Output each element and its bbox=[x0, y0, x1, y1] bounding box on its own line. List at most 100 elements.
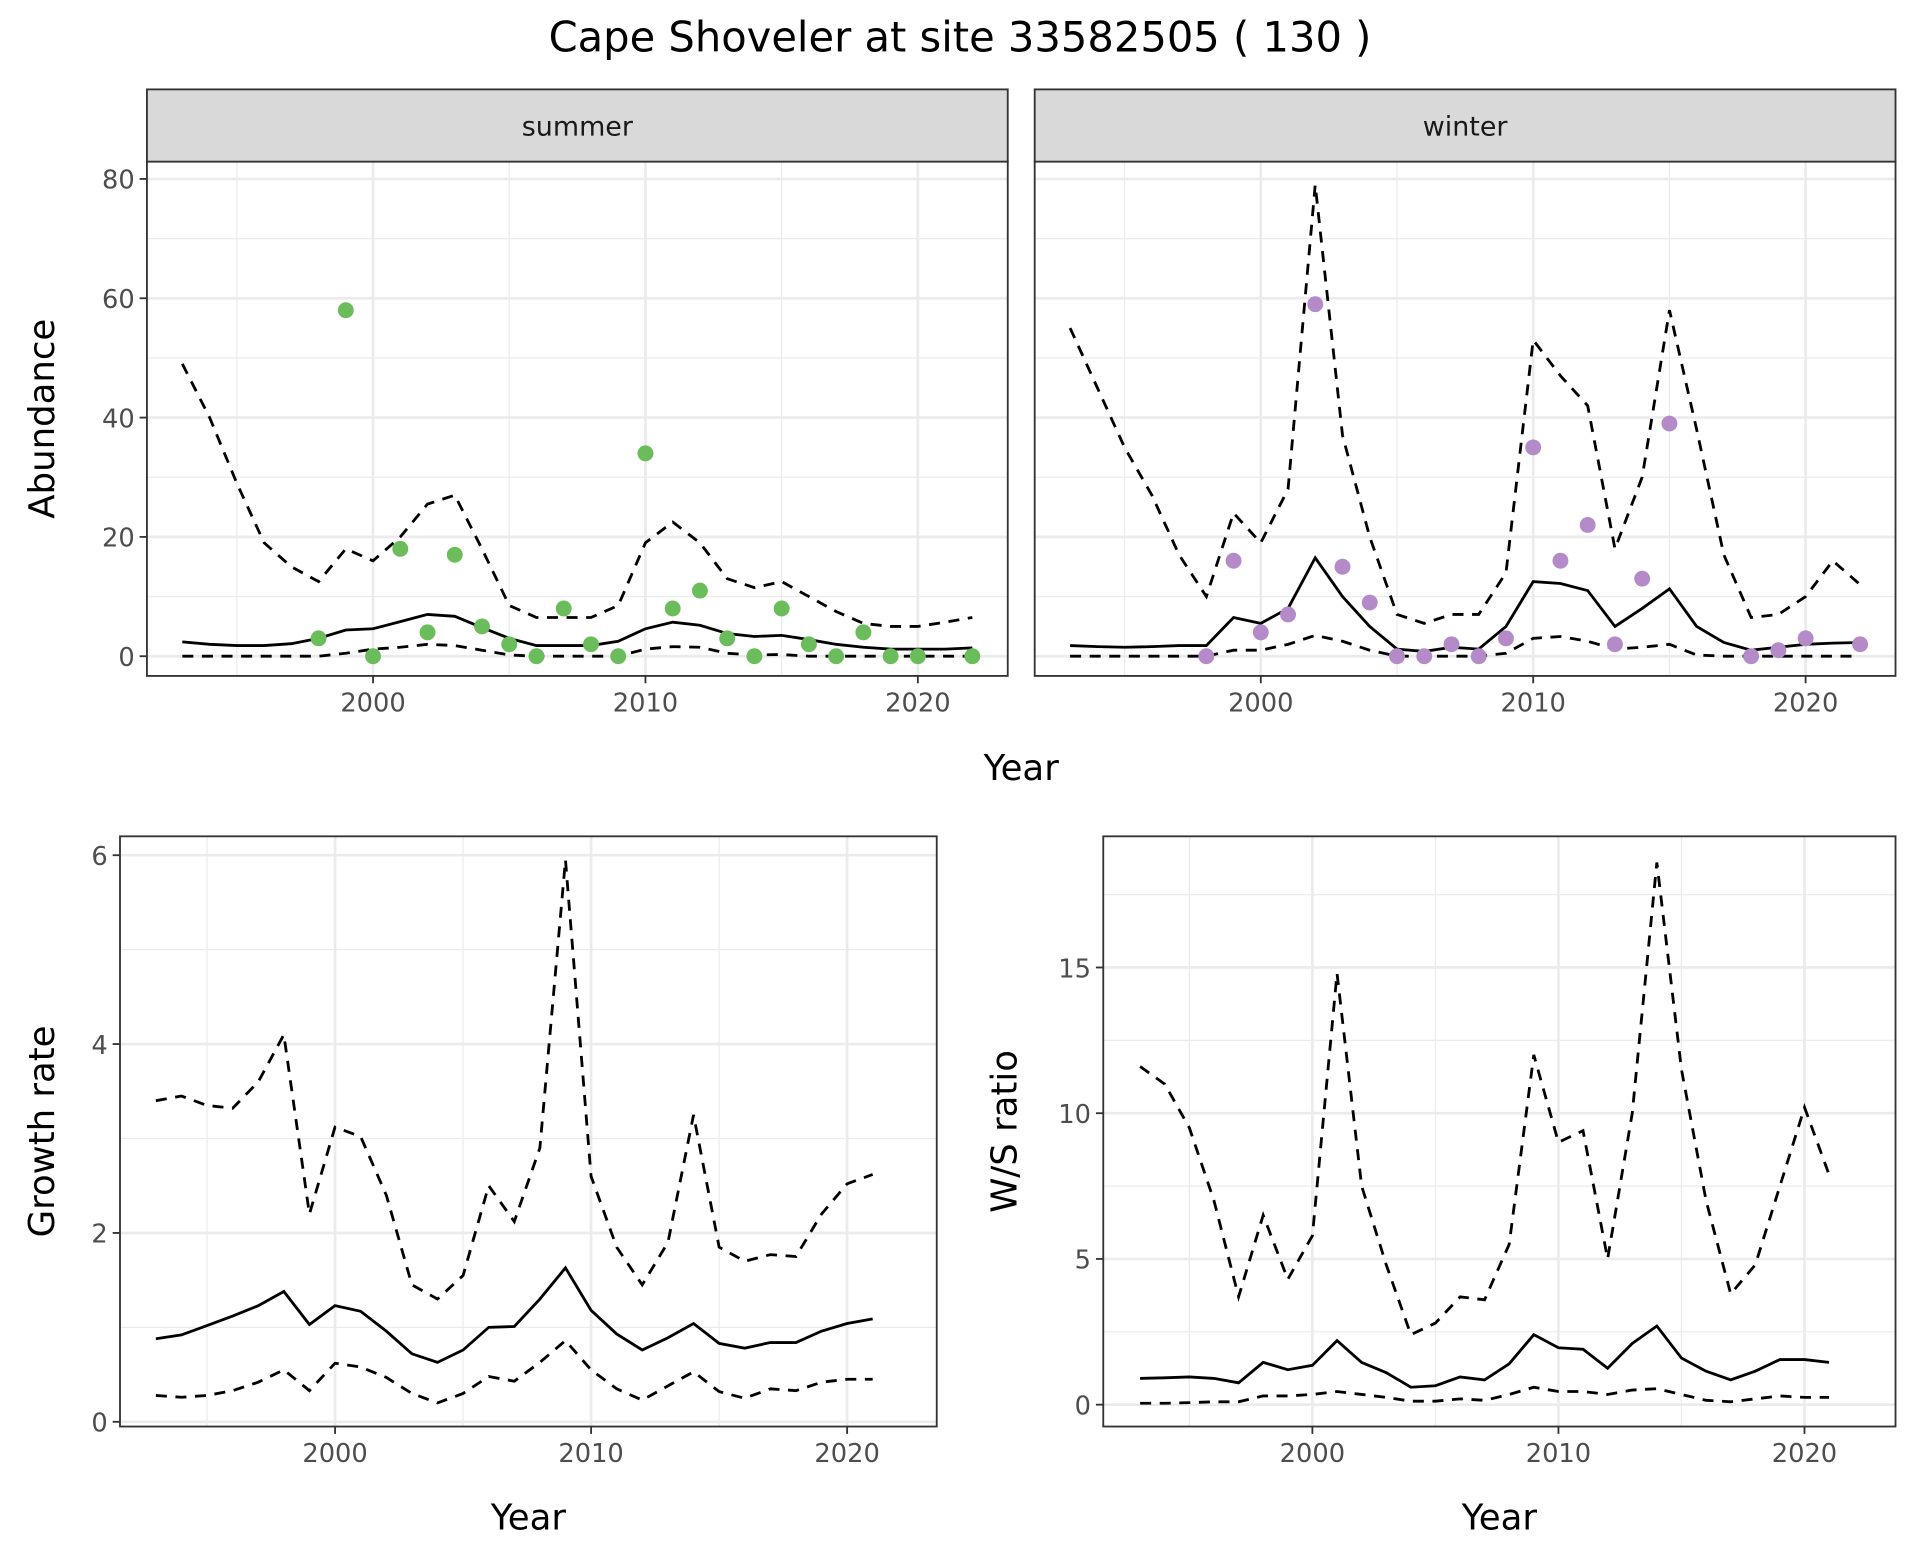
facet-strip bbox=[1033, 88, 1897, 163]
y-tick-label: 4 bbox=[91, 1031, 107, 1061]
y-tick-label: 0 bbox=[1075, 1391, 1091, 1421]
data-point bbox=[583, 636, 599, 653]
data-point bbox=[964, 648, 981, 665]
facet-label: winter bbox=[1423, 111, 1509, 142]
x-tick-label: 2010 bbox=[613, 688, 678, 718]
data-point bbox=[310, 630, 327, 647]
data-point bbox=[1307, 296, 1324, 313]
data-point bbox=[365, 648, 381, 665]
data-point bbox=[746, 648, 763, 665]
data-point bbox=[1661, 415, 1678, 432]
data-point bbox=[1770, 642, 1787, 659]
data-point bbox=[419, 624, 436, 641]
data-point bbox=[855, 624, 872, 641]
mean-line bbox=[1140, 1324, 1830, 1389]
data-point bbox=[773, 600, 790, 617]
y-tick-label: 2 bbox=[91, 1220, 107, 1250]
data-point bbox=[1634, 570, 1651, 587]
data-point bbox=[1743, 648, 1760, 665]
x-tick-label: 2010 bbox=[558, 1439, 623, 1469]
panel-winter: winter 2000 2010 2020 bbox=[1033, 88, 1897, 718]
x-tick-label: 2020 bbox=[1772, 1439, 1837, 1469]
facet-strip bbox=[146, 88, 1009, 163]
data-point bbox=[1416, 648, 1433, 665]
data-point bbox=[610, 648, 627, 665]
y-tick-label: 10 bbox=[1058, 1100, 1091, 1130]
y-tick-label: 15 bbox=[1058, 954, 1091, 984]
data-point bbox=[474, 618, 490, 635]
plot-title: Cape Shoveler at site 33582505 ( 130 ) bbox=[549, 12, 1372, 61]
panel-border bbox=[119, 835, 938, 1428]
upper-bound-line bbox=[1068, 184, 1862, 625]
x-axis-title: Year bbox=[490, 1497, 567, 1538]
data-point bbox=[1470, 648, 1487, 665]
panel-summer: summer 2000 2010 2020 0 20 40 60 80 Abundance bbox=[22, 88, 1009, 718]
y-tick-label: 20 bbox=[102, 524, 135, 554]
x-axis-title: Year bbox=[983, 748, 1060, 789]
panel-panel3: 2000 2010 2020 0 5 10 15 Year W/S ratio bbox=[984, 835, 1897, 1538]
data-point bbox=[664, 600, 681, 617]
data-point bbox=[337, 302, 354, 319]
y-tick-label: 40 bbox=[102, 404, 135, 434]
data-point bbox=[1334, 558, 1351, 575]
y-axis-title: Growth rate bbox=[22, 1025, 63, 1237]
data-point bbox=[1225, 552, 1242, 569]
x-tick-label: 2020 bbox=[885, 688, 950, 718]
panel-panel2: 2000 2010 2020 0 2 4 6 Year Growth rate bbox=[22, 835, 938, 1538]
y-tick-label: 80 bbox=[102, 166, 135, 196]
upper-bound-line bbox=[181, 363, 973, 628]
data-point bbox=[501, 636, 518, 653]
upper-bound-line bbox=[1139, 862, 1831, 1337]
data-point bbox=[1797, 630, 1814, 647]
data-point bbox=[1579, 517, 1596, 533]
data-point bbox=[719, 630, 736, 647]
y-axis-title: Abundance bbox=[22, 319, 63, 519]
x-tick-label: 2020 bbox=[1773, 688, 1838, 718]
data-point bbox=[691, 582, 708, 599]
data-point bbox=[392, 540, 409, 557]
x-tick-label: 2020 bbox=[814, 1439, 879, 1469]
lower-bound-line bbox=[1070, 633, 1861, 658]
data-point bbox=[1252, 624, 1269, 641]
panel-border bbox=[1102, 835, 1897, 1428]
y-tick-label: 60 bbox=[102, 285, 135, 315]
data-point bbox=[555, 600, 572, 617]
data-point bbox=[800, 636, 817, 653]
x-tick-label: 2000 bbox=[1280, 1439, 1345, 1469]
data-point bbox=[909, 648, 926, 665]
data-point bbox=[637, 445, 654, 462]
data-point bbox=[1198, 648, 1215, 665]
upper-bound-line bbox=[155, 859, 874, 1301]
y-tick-label: 0 bbox=[91, 1409, 107, 1439]
data-point bbox=[1280, 606, 1296, 623]
x-tick-label: 2000 bbox=[302, 1439, 367, 1469]
data-point bbox=[1525, 439, 1542, 456]
x-tick-label: 2010 bbox=[1500, 688, 1565, 718]
data-point bbox=[1606, 636, 1623, 653]
x-tick-label: 2010 bbox=[1526, 1439, 1591, 1469]
lower-bound-line bbox=[155, 1338, 873, 1405]
data-point bbox=[1443, 636, 1460, 653]
data-point bbox=[1852, 636, 1869, 653]
data-point bbox=[1552, 552, 1569, 569]
data-point bbox=[1498, 630, 1514, 647]
data-point bbox=[828, 648, 845, 665]
data-point bbox=[528, 648, 545, 665]
panel-background bbox=[120, 836, 937, 1427]
data-point bbox=[446, 546, 463, 563]
data-point bbox=[1389, 648, 1405, 665]
panel-background bbox=[1103, 836, 1896, 1427]
x-tick-label: 2000 bbox=[340, 688, 405, 718]
lower-bound-line bbox=[182, 642, 973, 658]
y-tick-label: 6 bbox=[91, 842, 107, 872]
data-point bbox=[882, 648, 899, 665]
data-point bbox=[1361, 594, 1378, 611]
x-tick-label: 2000 bbox=[1228, 688, 1293, 718]
mean-line bbox=[1070, 555, 1861, 653]
y-axis-title: W/S ratio bbox=[984, 1050, 1025, 1213]
x-axis-title: Year bbox=[1461, 1497, 1538, 1538]
y-tick-label: 5 bbox=[1075, 1246, 1091, 1276]
